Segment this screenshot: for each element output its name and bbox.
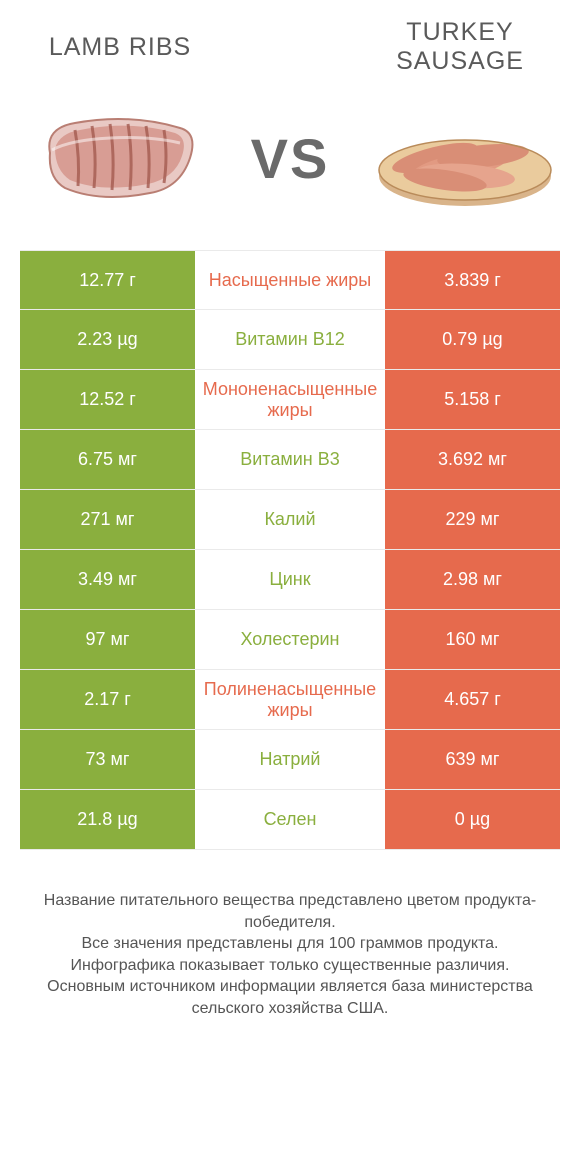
right-value-cell: 4.657 г bbox=[385, 670, 560, 729]
table-row: 21.8 µgСелен0 µg bbox=[20, 790, 560, 850]
comparison-table: 12.77 гНасыщенные жиры3.839 г2.23 µgВита… bbox=[20, 250, 560, 850]
table-row: 12.77 гНасыщенные жиры3.839 г bbox=[20, 250, 560, 310]
nutrient-label-cell: Натрий bbox=[195, 730, 385, 789]
right-value-cell: 3.692 мг bbox=[385, 430, 560, 489]
right-value-cell: 0.79 µg bbox=[385, 310, 560, 369]
left-value-cell: 73 мг bbox=[20, 730, 195, 789]
right-value-cell: 3.839 г bbox=[385, 251, 560, 309]
right-product-title: TURKEY SAUSAGE bbox=[360, 18, 560, 76]
right-value-cell: 0 µg bbox=[385, 790, 560, 849]
left-value-cell: 6.75 мг bbox=[20, 430, 195, 489]
right-value-cell: 2.98 мг bbox=[385, 550, 560, 609]
footer-line: Название питательного вещества представл… bbox=[26, 890, 554, 933]
left-value-cell: 3.49 мг bbox=[20, 550, 195, 609]
table-row: 2.17 гПолиненасыщенные жиры4.657 г bbox=[20, 670, 560, 730]
left-value-cell: 21.8 µg bbox=[20, 790, 195, 849]
left-product-title: LAMB RIBS bbox=[20, 33, 220, 62]
right-value-cell: 160 мг bbox=[385, 610, 560, 669]
nutrient-label-cell: Селен bbox=[195, 790, 385, 849]
table-row: 97 мгХолестерин160 мг bbox=[20, 610, 560, 670]
footer-line: Все значения представлены для 100 граммо… bbox=[26, 933, 554, 955]
nutrient-label-cell: Холестерин bbox=[195, 610, 385, 669]
nutrient-label-cell: Витамин B12 bbox=[195, 310, 385, 369]
left-value-cell: 271 мг bbox=[20, 490, 195, 549]
nutrient-label-cell: Полиненасыщенные жиры bbox=[195, 670, 385, 729]
footer-line: Инфографика показывает только существенн… bbox=[26, 955, 554, 977]
nutrient-label-cell: Мононенасыщенные жиры bbox=[195, 370, 385, 429]
table-row: 6.75 мгВитамин B33.692 мг bbox=[20, 430, 560, 490]
table-row: 2.23 µgВитамин B120.79 µg bbox=[20, 310, 560, 370]
footer-line: Основным источником информации является … bbox=[26, 976, 554, 1019]
left-value-cell: 2.23 µg bbox=[20, 310, 195, 369]
vs-label: VS bbox=[251, 126, 330, 191]
left-value-cell: 12.52 г bbox=[20, 370, 195, 429]
nutrient-label-cell: Витамин B3 bbox=[195, 430, 385, 489]
hero-row: VS bbox=[20, 88, 560, 228]
table-row: 73 мгНатрий639 мг bbox=[20, 730, 560, 790]
left-value-cell: 12.77 г bbox=[20, 251, 195, 309]
left-value-cell: 2.17 г bbox=[20, 670, 195, 729]
nutrient-label-cell: Цинк bbox=[195, 550, 385, 609]
left-value-cell: 97 мг bbox=[20, 610, 195, 669]
right-value-cell: 229 мг bbox=[385, 490, 560, 549]
right-value-cell: 639 мг bbox=[385, 730, 560, 789]
turkey-sausage-image bbox=[360, 88, 560, 228]
footer-notes: Название питательного вещества представл… bbox=[20, 890, 560, 1020]
table-row: 12.52 гМононенасыщенные жиры5.158 г bbox=[20, 370, 560, 430]
nutrient-label-cell: Насыщенные жиры bbox=[195, 251, 385, 309]
table-row: 271 мгКалий229 мг bbox=[20, 490, 560, 550]
lamb-ribs-image bbox=[20, 88, 220, 228]
table-row: 3.49 мгЦинк2.98 мг bbox=[20, 550, 560, 610]
right-value-cell: 5.158 г bbox=[385, 370, 560, 429]
header: LAMB RIBS TURKEY SAUSAGE bbox=[20, 18, 560, 76]
nutrient-label-cell: Калий bbox=[195, 490, 385, 549]
